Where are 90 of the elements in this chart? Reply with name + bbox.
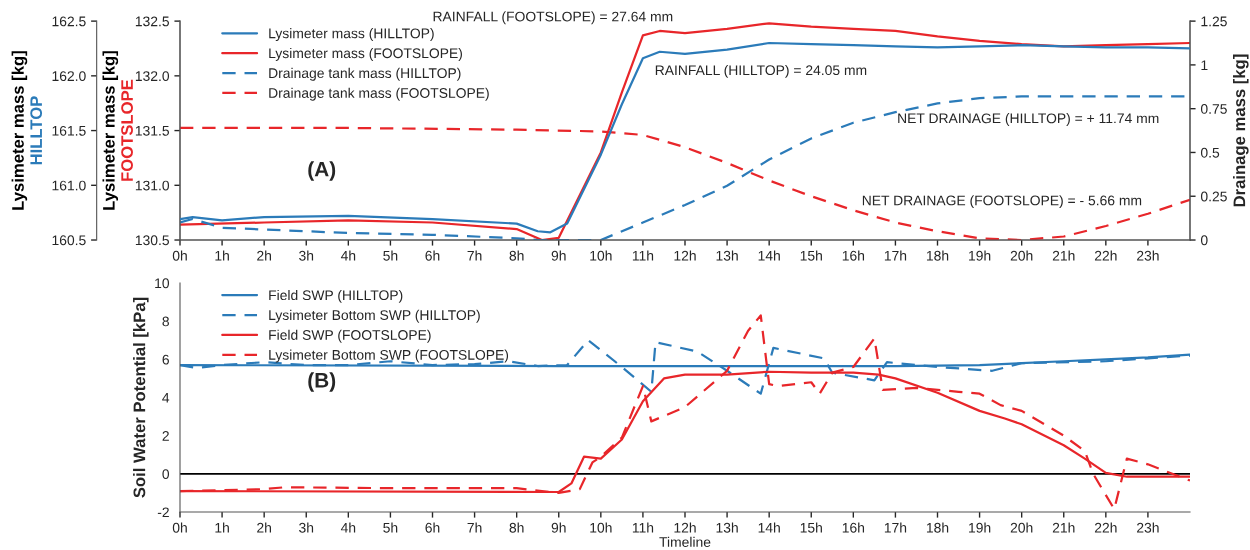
x-tick-label: 11h	[632, 522, 654, 533]
legend-label: Lysimeter Bottom SWP (HILLTOP)	[269, 309, 480, 323]
x-tick-label: 19h	[969, 250, 991, 261]
y3-axis-title: Lysimeter mass [kg] HILLTOP	[11, 51, 43, 210]
y2-tick-label: 0	[1200, 235, 1208, 246]
x-tick-label: 18h	[926, 522, 949, 533]
x-tick-label: 13h	[716, 522, 738, 533]
x-tick-label: 21h	[1052, 522, 1075, 533]
y2-tick-label: 0.75	[1200, 104, 1227, 114]
annotation: RAINFALL (FOOTSLOPE) = 27.64 mm	[433, 11, 673, 25]
x-tick-label: 6h	[425, 250, 440, 261]
x-tick-label: 7h	[467, 250, 482, 261]
x-tick-label: 8h	[509, 250, 524, 261]
y-tick-label: 4	[162, 392, 170, 403]
legend-label: Lysimeter mass (FOOTSLOPE)	[269, 47, 462, 61]
x-tick-label: 2h	[257, 250, 271, 261]
x-tick-label: 22h	[1094, 522, 1117, 533]
x-tick-label: 7h	[467, 522, 482, 533]
legend-label: Field SWP (HILLTOP)	[269, 289, 403, 303]
y3-tick-label: 162.0	[52, 71, 86, 82]
y-axis-title: Lysimeter mass [kg] FOOTSLOPE	[102, 51, 133, 210]
y2-tick-label: 0.25	[1200, 191, 1227, 202]
x-tick-label: 22h	[1094, 250, 1117, 261]
x-tick-label: 10h	[590, 522, 612, 533]
annotation: RAINFALL (HILLTOP) = 24.05 mm	[655, 64, 867, 78]
x-tick-label: 0h	[172, 250, 187, 261]
y3-tick-label: 162.5	[52, 16, 86, 27]
legend-label: Drainage tank mass (HILLTOP)	[269, 67, 461, 81]
x-tick-label: 16h	[842, 522, 865, 533]
y-tick-label: 131.0	[135, 180, 170, 191]
y2-axis-title: Drainage mass [kg]	[1233, 54, 1249, 207]
x-tick-label: 13h	[716, 250, 738, 261]
y2-tick-label: 0.5	[1200, 147, 1220, 158]
x-tick-label: 0h	[172, 522, 187, 533]
x-tick-label: 4h	[340, 522, 356, 533]
x-tick-label: 23h	[1137, 250, 1159, 261]
x-tick-label: 5h	[383, 250, 398, 261]
annotation: NET DRAINAGE (HILLTOP) = + 11.74 mm	[898, 113, 1159, 126]
x-tick-label: 9h	[551, 522, 566, 533]
y-tick-label: 132.5	[135, 16, 169, 27]
x-tick-label: 5h	[383, 522, 398, 533]
x-tick-label: 11h	[632, 250, 654, 261]
x-tick-label: 4h	[340, 250, 356, 261]
x-tick-label: 16h	[842, 250, 865, 261]
y-tick-label: 8	[162, 316, 169, 327]
y-axis-title: Soil Water Potential [kPa]	[133, 297, 149, 498]
y-tick-label: 10	[155, 278, 170, 289]
y3-tick-label: 161.0	[52, 180, 86, 191]
x-tick-label: 15h	[800, 522, 822, 533]
x-tick-label: 17h	[884, 250, 907, 261]
x-tick-label: 1h	[215, 522, 229, 533]
x-tick-label: 14h	[758, 522, 780, 533]
x-tick-label: 3h	[299, 250, 314, 261]
annotation: (B)	[308, 372, 336, 392]
x-tick-label: 18h	[926, 250, 949, 261]
y-tick-label: 0	[162, 469, 170, 480]
x-tick-label: 21h	[1052, 250, 1075, 261]
legend-label: Drainage tank mass (FOOTSLOPE)	[269, 87, 489, 101]
y-tick-label: 131.5	[135, 125, 169, 136]
x-tick-label: 10h	[590, 250, 612, 261]
annotation: NET DRAINAGE (FOOTSLOPE) = - 5.66 mm	[862, 195, 1142, 209]
x-axis-title: Timeline	[659, 536, 711, 547]
y3-tick-label: 161.5	[52, 125, 86, 136]
y3-tick-label: 160.5	[52, 235, 86, 246]
x-tick-label: 2h	[257, 522, 271, 533]
x-tick-label: 1h	[215, 250, 229, 261]
y-tick-label: 2	[162, 431, 169, 441]
x-tick-label: 20h	[1010, 250, 1033, 261]
x-tick-label: 23h	[1137, 522, 1159, 533]
x-tick-label: 9h	[551, 250, 566, 261]
legend-label: Lysimeter Bottom SWP (FOOTSLOPE)	[269, 349, 509, 363]
x-tick-label: 12h	[674, 250, 696, 261]
x-tick-label: 19h	[969, 522, 991, 533]
x-tick-label: 15h	[800, 250, 822, 261]
y2-tick-label: 1	[1201, 60, 1208, 70]
legend-label: Field SWP (FOOTSLOPE)	[269, 329, 431, 343]
annotation: (A)	[308, 161, 336, 181]
x-tick-label: 20h	[1010, 522, 1033, 533]
x-tick-label: 8h	[509, 522, 524, 533]
x-tick-label: 3h	[299, 522, 314, 533]
y-tick-label: 6	[162, 354, 169, 365]
y-tick-label: 132.0	[135, 71, 170, 82]
x-tick-label: 17h	[884, 522, 907, 533]
y-tick-label: -2	[157, 507, 169, 518]
x-tick-label: 6h	[425, 522, 440, 533]
y-tick-label: 130.5	[135, 235, 169, 246]
legend-label: Lysimeter mass (HILLTOP)	[269, 28, 434, 42]
x-tick-label: 14h	[758, 250, 780, 261]
y2-tick-label: 1.25	[1201, 16, 1227, 27]
x-tick-label: 12h	[674, 522, 696, 533]
